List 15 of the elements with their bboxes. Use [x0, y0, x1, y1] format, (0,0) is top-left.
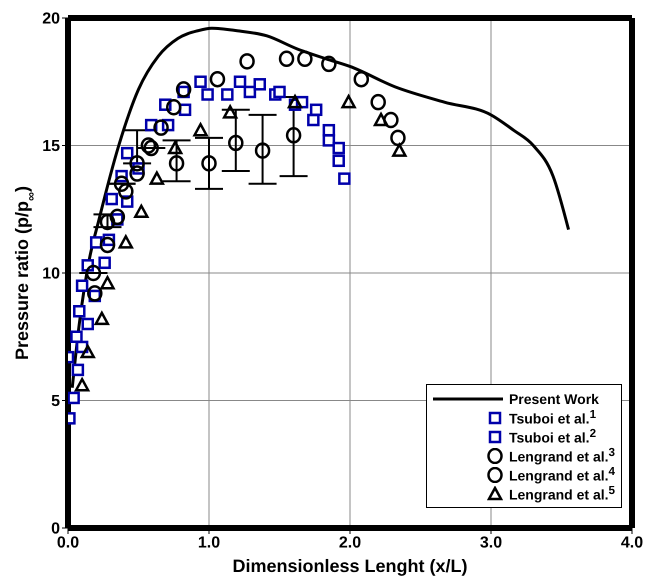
- legend-label: Lengrand et al.$^{5}$: [508, 484, 615, 503]
- y-tick-label: 20: [42, 10, 60, 28]
- legend-label: Tsuboi et al.$^{1}$: [508, 408, 596, 427]
- x-tick-label: 1.0: [198, 534, 220, 552]
- x-tick-label: 4.0: [620, 534, 644, 552]
- x-tick-label: 2.0: [338, 534, 362, 552]
- legend-label: Present Work: [508, 390, 599, 406]
- x-tick-label: 3.0: [480, 534, 502, 552]
- y-tick-label: 5: [51, 393, 60, 410]
- x-axis-title: Dimensionless Lenght (x/L): [232, 556, 468, 576]
- legend-label: Tsuboi et al.$^{2}$: [508, 427, 596, 446]
- legend-label: Lengrand et al.$^{4}$: [508, 465, 615, 484]
- legend-label: Lengrand et al.$^{3}$: [508, 446, 615, 465]
- y-tick-label: 15: [42, 138, 60, 156]
- y-tick-label: 10: [42, 266, 60, 283]
